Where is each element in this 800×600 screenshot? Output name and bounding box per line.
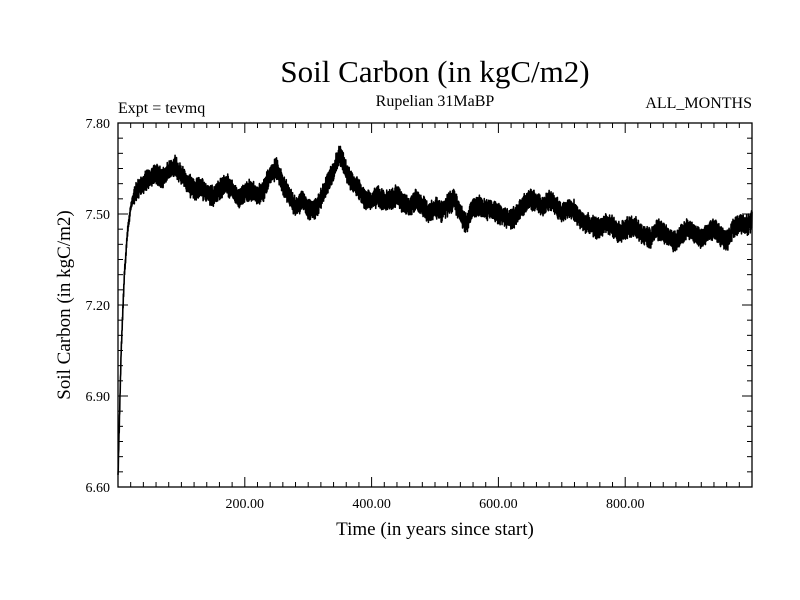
x-tick-label: 400.00 (352, 497, 391, 512)
experiment-label: Expt = tevmq (118, 100, 205, 117)
period-label: Rupelian 31MaBP (376, 93, 495, 110)
months-label: ALL_MONTHS (645, 95, 752, 112)
x-tick-label: 200.00 (226, 497, 265, 512)
y-tick-label: 7.50 (86, 208, 111, 223)
y-tick-label: 6.60 (86, 481, 111, 496)
chart-title: Soil Carbon (in kgC/m2) (280, 54, 589, 89)
axes: 200.00 400.00 600.00 800.00 6.60 6.90 7.20 7.50… (86, 117, 752, 512)
soil-carbon-series-line (117, 145, 753, 475)
x-tick-label: 600.00 (479, 497, 518, 512)
y-axis-label: Soil Carbon (in kgC/m2) (54, 210, 75, 399)
y-tick-label: 7.20 (86, 299, 111, 314)
plot-frame (117, 122, 753, 488)
x-tick-label: 800.00 (606, 497, 645, 512)
y-tick-label: 7.80 (86, 117, 111, 132)
y-tick-label: 6.90 (86, 390, 111, 405)
plot-area (117, 145, 753, 475)
x-axis-label: Time (in years since start) (336, 519, 534, 540)
